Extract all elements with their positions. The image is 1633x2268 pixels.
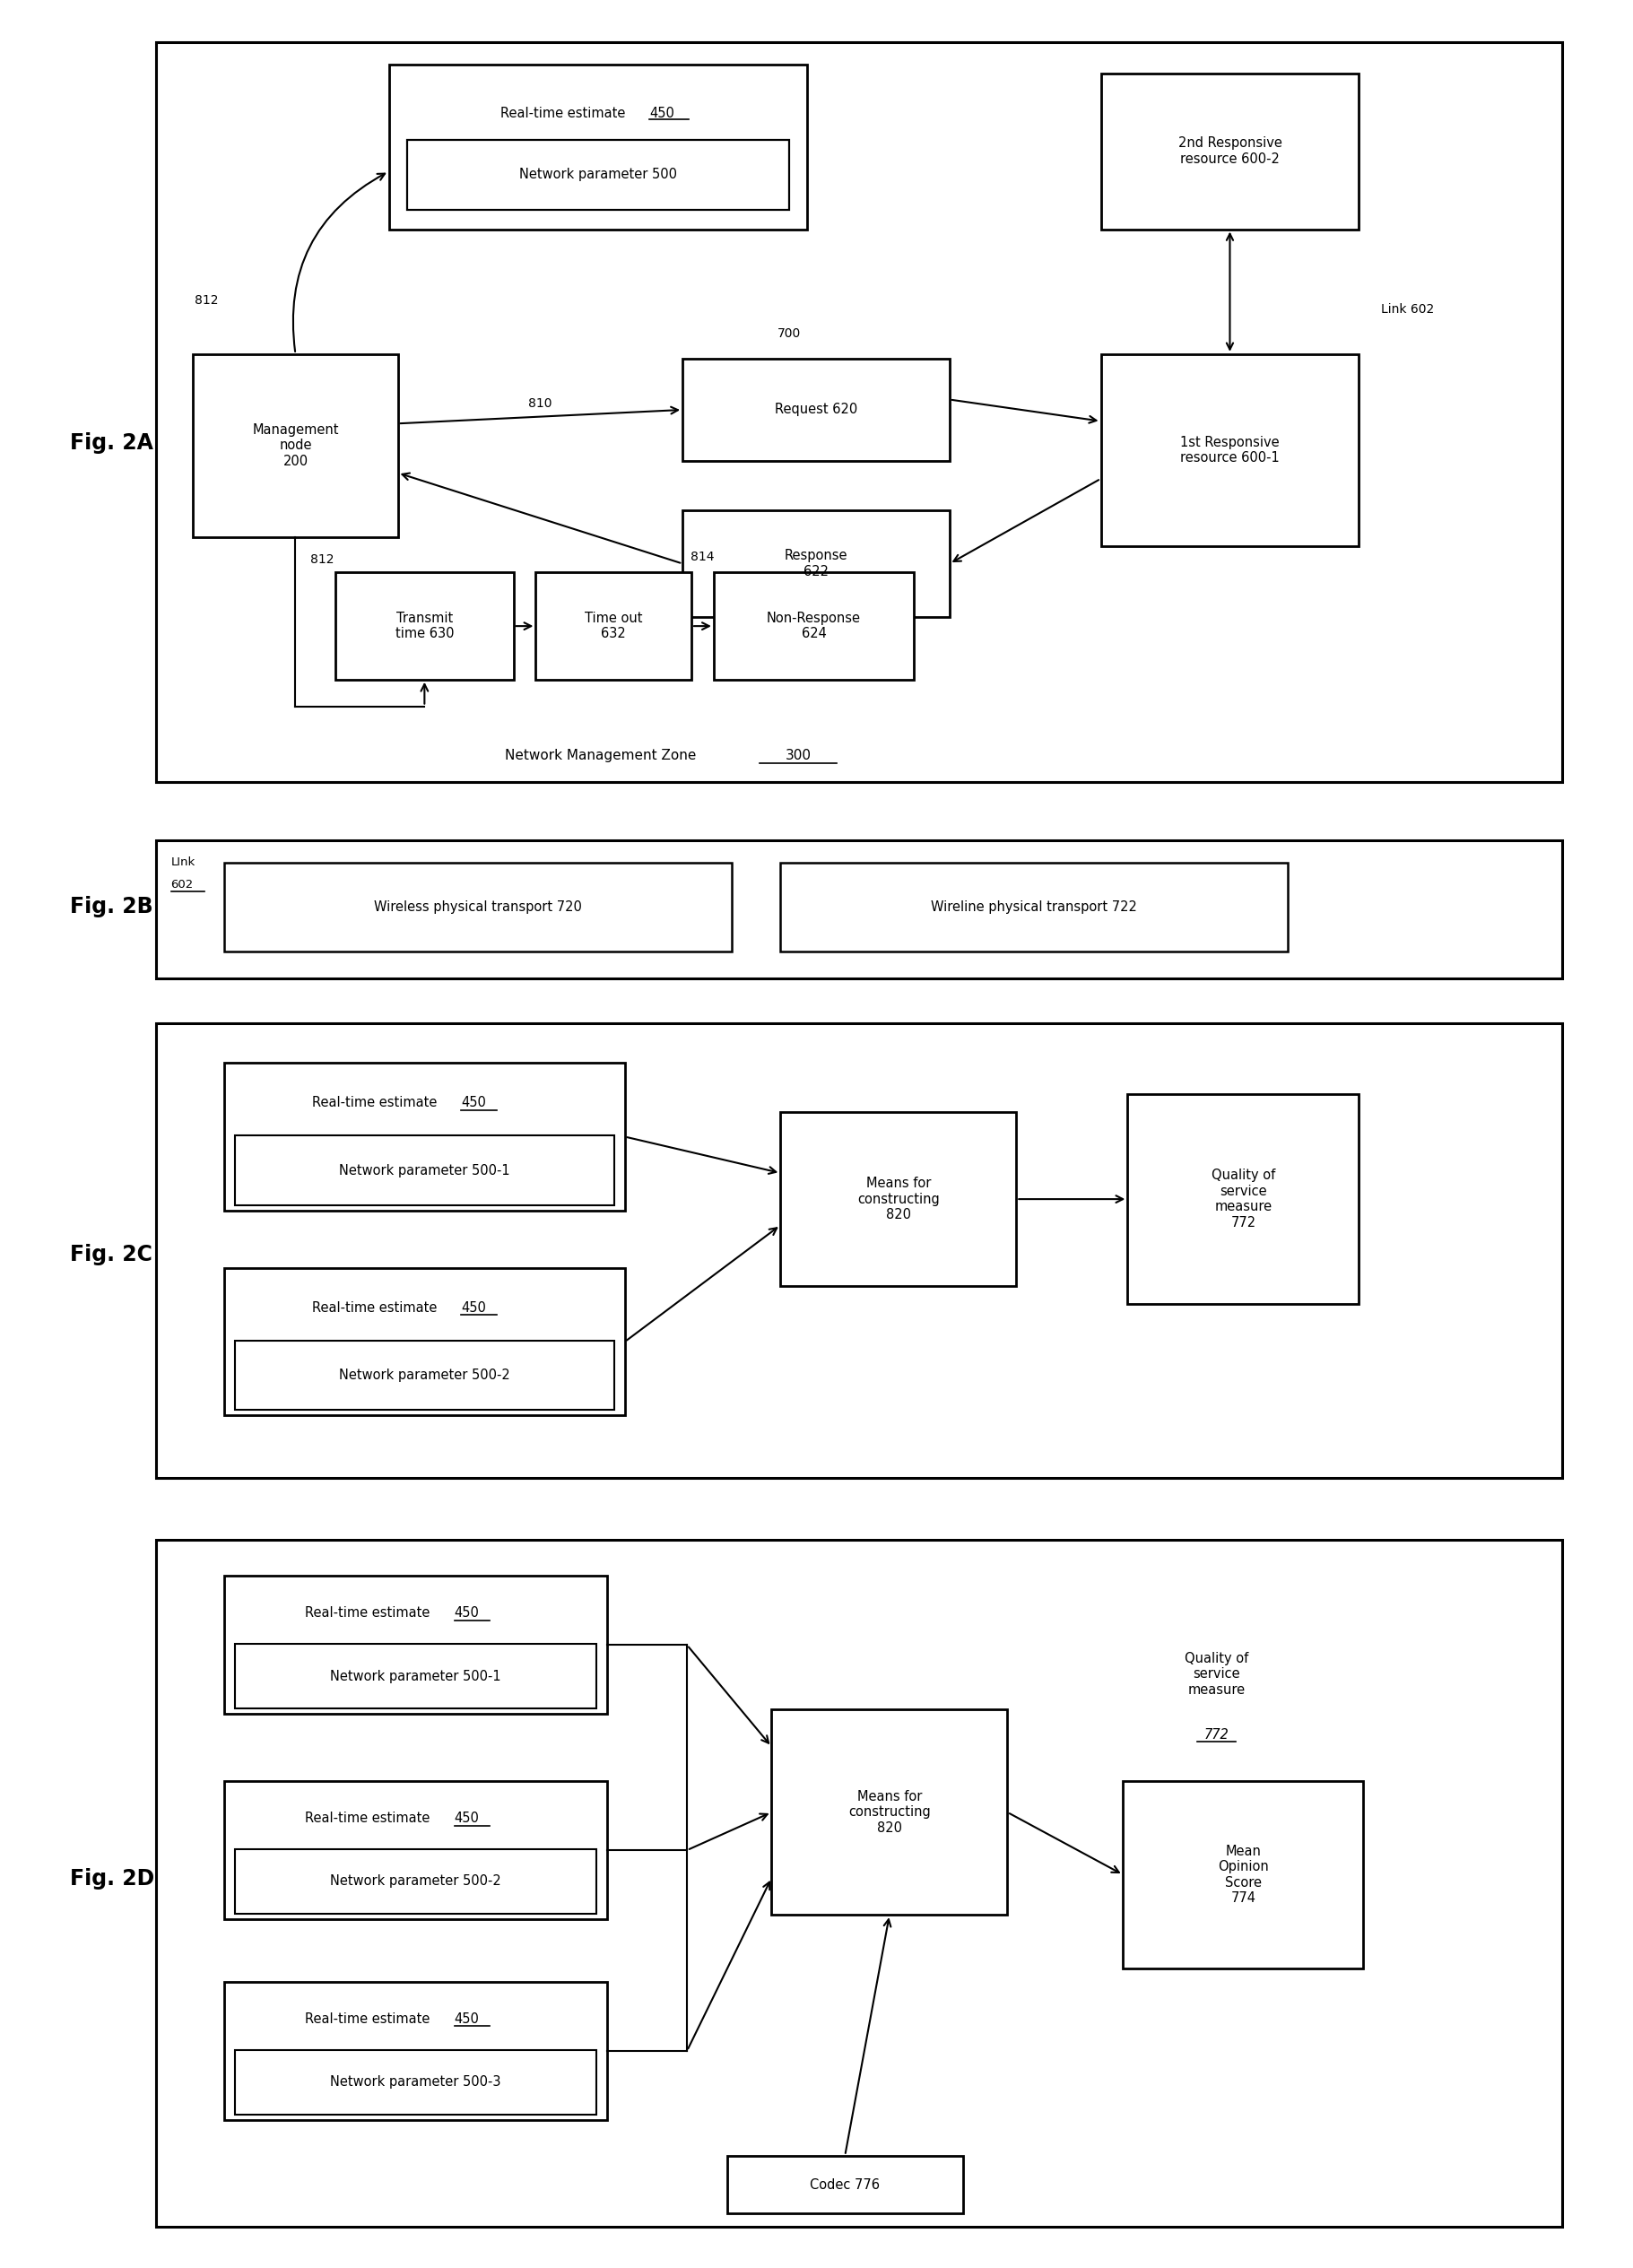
Text: 450: 450 — [454, 1606, 478, 1619]
FancyBboxPatch shape — [407, 141, 789, 209]
Text: Link 602: Link 602 — [1382, 304, 1434, 315]
Text: 450: 450 — [461, 1302, 487, 1315]
FancyBboxPatch shape — [155, 1023, 1561, 1479]
Text: Real-time estimate: Real-time estimate — [305, 1812, 434, 1826]
Text: Time out
632: Time out 632 — [585, 612, 642, 640]
FancyBboxPatch shape — [335, 572, 513, 680]
FancyBboxPatch shape — [235, 1340, 614, 1411]
Text: Network parameter 500-2: Network parameter 500-2 — [340, 1368, 509, 1381]
Text: 450: 450 — [454, 2012, 478, 2025]
FancyBboxPatch shape — [224, 862, 732, 953]
FancyBboxPatch shape — [781, 1111, 1016, 1286]
FancyBboxPatch shape — [224, 1576, 607, 1715]
FancyBboxPatch shape — [235, 1136, 614, 1204]
Text: Fig. 2D: Fig. 2D — [70, 1869, 155, 1889]
FancyBboxPatch shape — [1127, 1095, 1359, 1304]
Text: Real-time estimate: Real-time estimate — [305, 2012, 434, 2025]
FancyBboxPatch shape — [683, 510, 949, 617]
Text: Network Management Zone: Network Management Zone — [505, 748, 701, 762]
Text: Codec 776: Codec 776 — [810, 2177, 880, 2191]
Text: 602: 602 — [171, 880, 193, 891]
FancyBboxPatch shape — [1124, 1780, 1364, 1969]
Text: 700: 700 — [777, 327, 802, 340]
Text: 814: 814 — [691, 551, 715, 562]
Text: 1st Responsive
resource 600-1: 1st Responsive resource 600-1 — [1181, 435, 1280, 465]
FancyBboxPatch shape — [536, 572, 691, 680]
Text: Wireline physical transport 722: Wireline physical transport 722 — [931, 900, 1137, 914]
Text: Network parameter 500-2: Network parameter 500-2 — [330, 1876, 501, 1889]
Text: Network parameter 500-3: Network parameter 500-3 — [330, 2075, 501, 2089]
FancyBboxPatch shape — [727, 2155, 963, 2214]
FancyBboxPatch shape — [235, 1644, 596, 1708]
Text: Fig. 2C: Fig. 2C — [70, 1245, 154, 1266]
Text: 812: 812 — [310, 553, 335, 565]
Text: 450: 450 — [454, 1812, 478, 1826]
Text: Network parameter 500-1: Network parameter 500-1 — [330, 1669, 501, 1683]
Text: Response
622: Response 622 — [784, 549, 848, 578]
Text: Fig. 2B: Fig. 2B — [70, 896, 154, 919]
Text: Means for
constructing
820: Means for constructing 820 — [857, 1177, 939, 1222]
FancyBboxPatch shape — [683, 358, 949, 460]
FancyBboxPatch shape — [224, 1780, 607, 1919]
Text: Means for
constructing
820: Means for constructing 820 — [848, 1789, 931, 1835]
FancyBboxPatch shape — [771, 1710, 1008, 1914]
FancyBboxPatch shape — [155, 1540, 1561, 2227]
FancyBboxPatch shape — [389, 64, 807, 229]
FancyBboxPatch shape — [235, 2050, 596, 2114]
Text: 450: 450 — [461, 1095, 487, 1109]
Text: 810: 810 — [529, 397, 552, 411]
Text: Network parameter 500-1: Network parameter 500-1 — [340, 1163, 509, 1177]
Text: Management
node
200: Management node 200 — [251, 424, 338, 467]
Text: Real-time estimate: Real-time estimate — [312, 1095, 441, 1109]
Text: 450: 450 — [648, 107, 674, 120]
Text: LInk: LInk — [171, 857, 196, 869]
FancyBboxPatch shape — [155, 41, 1561, 782]
FancyBboxPatch shape — [235, 1848, 596, 1914]
Text: Mean
Opinion
Score
774: Mean Opinion Score 774 — [1218, 1844, 1269, 1905]
FancyBboxPatch shape — [781, 862, 1288, 953]
FancyBboxPatch shape — [224, 1982, 607, 2121]
Text: Real-time estimate: Real-time estimate — [312, 1302, 441, 1315]
Text: Transmit
time 630: Transmit time 630 — [395, 612, 454, 640]
Text: Real-time estimate: Real-time estimate — [305, 1606, 434, 1619]
Text: Wireless physical transport 720: Wireless physical transport 720 — [374, 900, 581, 914]
Text: 772: 772 — [1204, 1728, 1230, 1742]
FancyBboxPatch shape — [1101, 354, 1359, 547]
Text: Request 620: Request 620 — [774, 404, 857, 417]
Text: Real-time estimate: Real-time estimate — [500, 107, 629, 120]
FancyBboxPatch shape — [155, 839, 1561, 978]
Text: Quality of
service
measure
772: Quality of service measure 772 — [1212, 1168, 1275, 1229]
FancyBboxPatch shape — [1101, 73, 1359, 229]
Text: Network parameter 500: Network parameter 500 — [519, 168, 678, 181]
Text: 300: 300 — [785, 748, 812, 762]
Text: 812: 812 — [194, 295, 219, 306]
FancyBboxPatch shape — [224, 1064, 625, 1211]
Text: 2nd Responsive
resource 600-2: 2nd Responsive resource 600-2 — [1177, 136, 1282, 166]
Text: Fig. 2A: Fig. 2A — [70, 433, 154, 454]
FancyBboxPatch shape — [714, 572, 914, 680]
Text: Quality of
service
measure: Quality of service measure — [1184, 1651, 1249, 1696]
FancyBboxPatch shape — [193, 354, 398, 538]
FancyBboxPatch shape — [224, 1268, 625, 1415]
Text: Non-Response
624: Non-Response 624 — [768, 612, 861, 640]
